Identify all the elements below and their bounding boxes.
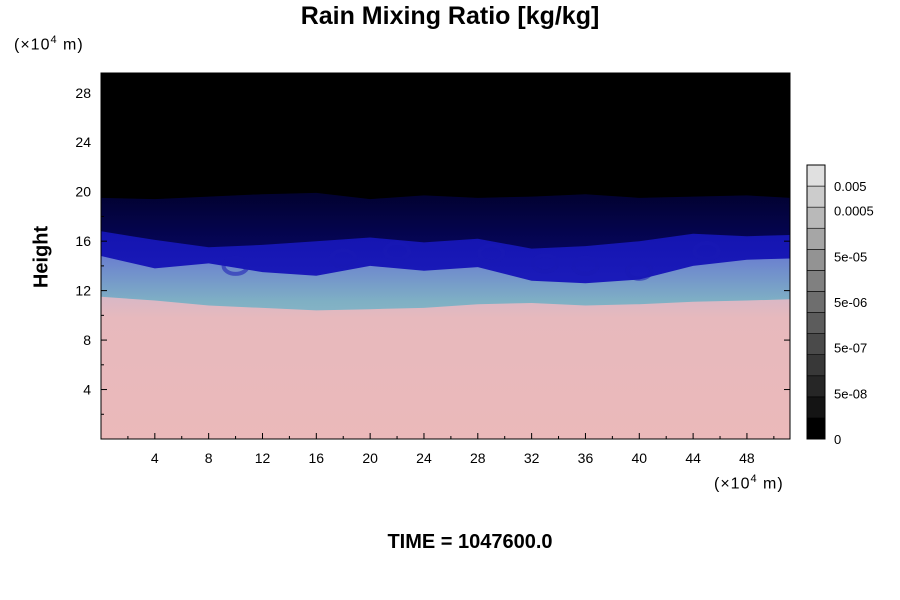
colorbar-label: 5e-06 — [834, 295, 867, 310]
y-tick-label: 4 — [83, 382, 91, 398]
field-swirl — [383, 241, 412, 262]
colorbar-cell — [806, 417, 826, 440]
field-swirl — [625, 260, 654, 281]
time-readout: TIME = 1047600.0 — [387, 531, 553, 553]
colorbar-label: 0.0005 — [834, 204, 874, 219]
colorbar-cell — [806, 206, 826, 229]
field-swirl — [692, 241, 721, 262]
field-swirl — [221, 255, 250, 276]
x-tick-label: 44 — [685, 450, 701, 466]
y-tick-label: 28 — [75, 85, 91, 101]
y-tick-label: 16 — [75, 233, 91, 249]
colorbar-cell — [806, 312, 826, 334]
x-tick-label: 24 — [416, 450, 432, 466]
x-tick-label: 8 — [205, 450, 213, 466]
x-axis-unit: (×104 m) — [714, 473, 784, 493]
y-tick-label: 20 — [75, 184, 91, 200]
colorbar-cell — [806, 375, 826, 398]
y-tick-label: 24 — [75, 134, 91, 150]
chart-title: Rain Mixing Ratio [kg/kg] — [300, 2, 600, 30]
colorbar-cell — [806, 396, 826, 419]
colorbar-cell — [806, 227, 826, 250]
colorbar-label: 0 — [834, 432, 841, 447]
colorbar-label: 0.005 — [834, 179, 867, 194]
y-tick-label: 12 — [75, 283, 91, 299]
colorbar-frame — [806, 164, 826, 440]
field-swirl — [477, 243, 506, 264]
x-tick-label: 20 — [362, 450, 378, 466]
x-tick-label: 32 — [524, 450, 540, 466]
colorbar-cell — [806, 185, 826, 208]
field-swirl — [531, 253, 560, 274]
colorbar-cell — [806, 164, 826, 187]
colorbar-cell — [806, 291, 826, 313]
colorbar-label: 5e-05 — [834, 249, 867, 264]
x-tick-label: 4 — [151, 450, 159, 466]
colorbar-label: 5e-07 — [834, 341, 867, 356]
plot-frame — [100, 72, 791, 440]
y-axis-unit: (×104 m) — [14, 34, 84, 54]
colorbar-label: 5e-08 — [834, 386, 867, 401]
colorbar-cell — [806, 249, 826, 271]
field-swirl — [571, 255, 600, 276]
x-tick-label: 28 — [470, 450, 486, 466]
field-swirl — [329, 248, 358, 269]
colorbar-cell — [806, 354, 826, 377]
colorbar: 0.005 0.0005 5e-05 5e-06 5e-07 5e-08 0 — [806, 164, 874, 447]
x-tick-label: 36 — [578, 450, 594, 466]
x-tick-label: 16 — [309, 450, 325, 466]
colorbar-cell — [806, 270, 826, 292]
x-tick-label: 12 — [255, 450, 271, 466]
colorbar-cell — [806, 333, 826, 355]
x-tick-label: 40 — [631, 450, 647, 466]
y-tick-label: 8 — [83, 332, 91, 348]
layer-lower — [101, 296, 790, 439]
x-tick-label: 48 — [739, 450, 755, 466]
heatmap-field — [101, 73, 790, 439]
